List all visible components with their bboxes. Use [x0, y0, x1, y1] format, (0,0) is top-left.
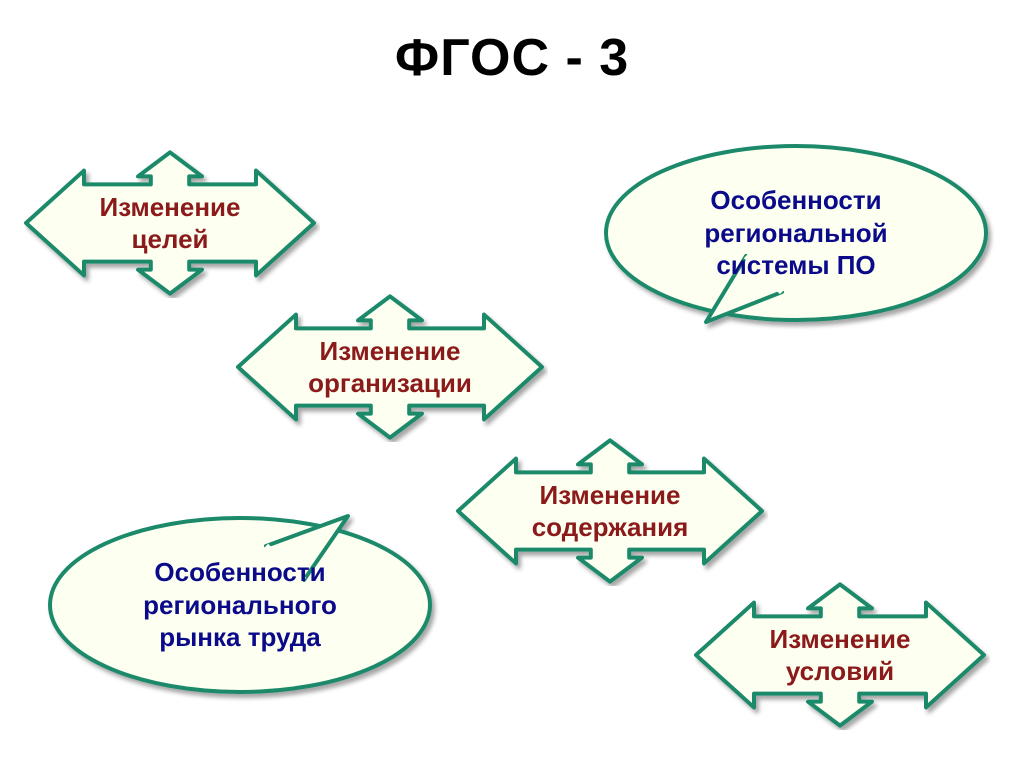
diagram-stage: ФГОС - 3 Изменение целей Изменение орган…	[0, 0, 1024, 768]
arrow-box-label: Изменение условий	[690, 580, 990, 730]
arrow-box-label: Изменение содержания	[452, 436, 768, 586]
node-goals: Изменение целей	[20, 148, 320, 298]
callout-labor-market: Особенности регионального рынка труда	[42, 510, 438, 700]
node-conditions: Изменение условий	[690, 580, 990, 730]
arrow-box-label: Изменение целей	[20, 148, 320, 298]
node-content: Изменение содержания	[452, 436, 768, 586]
page-title: ФГОС - 3	[0, 28, 1024, 88]
ellipse-callout-label: Особенности региональной системы ПО	[598, 138, 994, 328]
arrow-box-label: Изменение организации	[232, 292, 548, 442]
callout-regional-system: Особенности региональной системы ПО	[598, 138, 994, 328]
ellipse-callout-label: Особенности регионального рынка труда	[42, 510, 438, 700]
node-organization: Изменение организации	[232, 292, 548, 442]
